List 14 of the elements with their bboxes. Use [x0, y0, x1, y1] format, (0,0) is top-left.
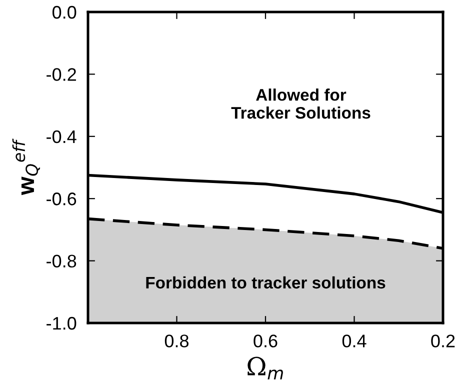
y-tick-label: -0.2: [46, 68, 76, 81]
y-tick-label: -0.4: [46, 130, 76, 144]
y-tick-label: 0.0: [52, 6, 76, 19]
y-tick-label: -1.0: [46, 316, 76, 330]
x-tick-label: 0.2: [431, 334, 455, 348]
annotation: Forbidden to tracker solutions: [146, 276, 386, 289]
x-tick-label: 0.6: [254, 334, 278, 348]
y-tick-label: -0.8: [46, 254, 76, 268]
y-axis-title: w$_{Q}$$^{eff}$: [12, 138, 40, 196]
x-tick-label: 0.8: [164, 334, 189, 348]
x-axis-title: Ω$_{m}$: [248, 356, 283, 380]
x-tick-label: 0.4: [342, 334, 366, 348]
y-tick-label: -0.6: [46, 192, 76, 206]
annotation: Allowed for Tracker Solutions: [231, 88, 370, 119]
